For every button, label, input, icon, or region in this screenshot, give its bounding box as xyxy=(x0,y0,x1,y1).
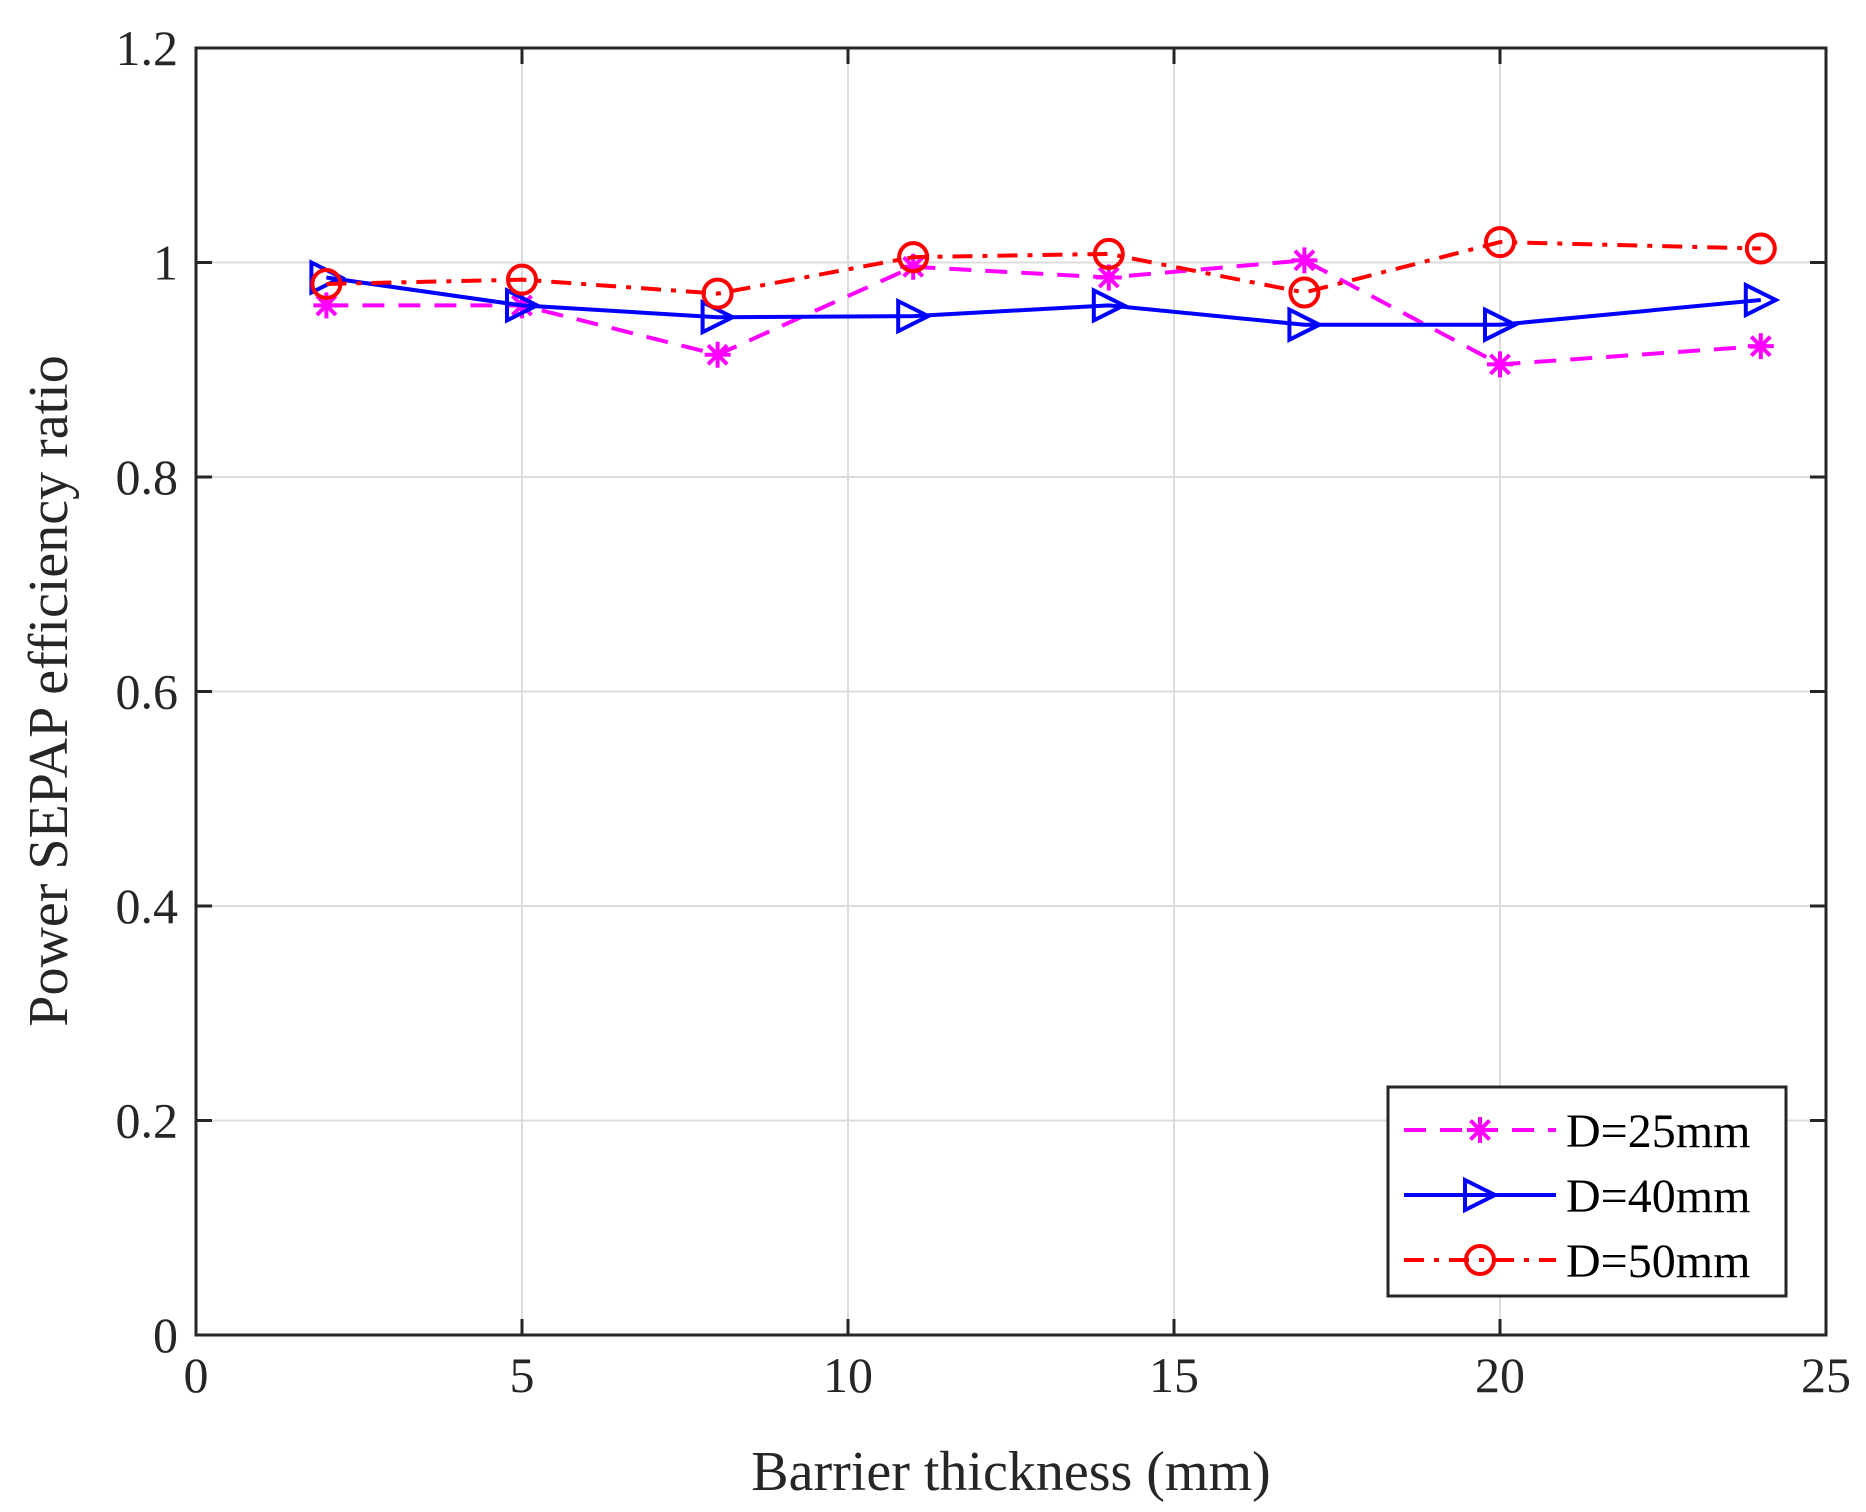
y-tick-label: 0.6 xyxy=(116,664,179,720)
x-tick-label: 0 xyxy=(184,1347,209,1403)
y-tick-label: 0.4 xyxy=(116,878,179,934)
y-axis-title: Power SEPAP efficiency ratio xyxy=(18,355,80,1026)
legend-label: D=40mm xyxy=(1566,1170,1750,1223)
data-point xyxy=(1092,237,1125,270)
data-point xyxy=(1095,264,1122,291)
data-point xyxy=(1487,351,1513,378)
series-line xyxy=(326,240,1761,296)
data-point xyxy=(1483,306,1520,343)
data-point xyxy=(506,263,538,296)
data-point xyxy=(1287,306,1324,343)
x-tick-label: 25 xyxy=(1801,1347,1851,1403)
data-point xyxy=(313,292,340,319)
legend-marker xyxy=(1467,1117,1493,1143)
data-point xyxy=(704,341,731,368)
legend-label: D=25mm xyxy=(1566,1105,1750,1158)
legend-marker xyxy=(1463,1176,1500,1214)
series-d-40mm xyxy=(309,259,1781,343)
data-point xyxy=(1484,226,1516,259)
data-point xyxy=(896,297,933,335)
data-point xyxy=(1291,247,1318,274)
series-layer xyxy=(309,226,1781,378)
data-point xyxy=(1091,287,1129,324)
data-point xyxy=(1743,281,1781,319)
y-tick-label: 0.8 xyxy=(116,449,179,505)
data-point xyxy=(1744,232,1777,265)
data-point xyxy=(900,253,927,280)
data-point xyxy=(505,287,542,324)
x-tick-label: 20 xyxy=(1475,1347,1525,1403)
series-d-50mm xyxy=(310,226,1777,310)
data-point xyxy=(1288,276,1321,309)
x-tick-label: 5 xyxy=(510,1347,535,1403)
y-tick-label: 0.2 xyxy=(116,1093,179,1149)
x-tick-label: 10 xyxy=(823,1347,873,1403)
data-point xyxy=(701,277,734,310)
data-point xyxy=(700,298,738,336)
legend: D=25mm D=40mm D=50mm xyxy=(1386,1085,1788,1298)
data-point xyxy=(897,241,930,274)
y-tick-label: 0 xyxy=(153,1307,178,1363)
series-line xyxy=(326,275,1761,327)
legend-label: D=50mm xyxy=(1566,1235,1750,1288)
y-tick-label: 1.2 xyxy=(116,20,179,76)
legend-marker xyxy=(1464,1244,1496,1276)
x-axis-title: Barrier thickness (mm) xyxy=(751,1441,1270,1503)
axis-ticks: 0 5 10 15 20 25 0 0.2 0.4 0.6 0.8 1 1.2 xyxy=(116,20,1852,1403)
x-tick-label: 15 xyxy=(1149,1347,1199,1403)
series-line xyxy=(326,258,1761,367)
data-point xyxy=(310,267,343,300)
data-point xyxy=(1747,333,1774,360)
y-tick-label: 1 xyxy=(153,235,178,291)
